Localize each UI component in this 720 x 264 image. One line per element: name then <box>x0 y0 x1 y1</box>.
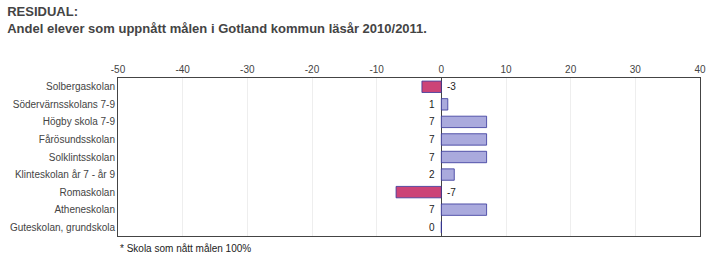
svg-text:RESIDUAL:Andel elever som uppn: RESIDUAL:Andel elever som uppnått målen … <box>7 4 427 36</box>
svg-text:Romaskolan: Romaskolan <box>59 187 115 198</box>
svg-text:Södervärnsskolans 7-9: Södervärnsskolans 7-9 <box>13 99 116 110</box>
svg-text:* Skola som nått målen 100%: * Skola som nått målen 100% <box>120 243 251 254</box>
svg-text:-40: -40 <box>175 64 190 75</box>
svg-text:0: 0 <box>429 222 435 233</box>
svg-text:-7: -7 <box>447 187 456 198</box>
svg-text:10: 10 <box>500 64 512 75</box>
svg-text:Atheneskolan: Atheneskolan <box>54 204 115 215</box>
svg-text:40: 40 <box>694 64 706 75</box>
svg-text:Guteskolan, grundskola: Guteskolan, grundskola <box>10 222 116 233</box>
svg-text:-50: -50 <box>111 64 126 75</box>
svg-text:Klinteskolan år 7 - år 9: Klinteskolan år 7 - år 9 <box>15 169 115 180</box>
svg-text:-3: -3 <box>447 81 456 92</box>
svg-text:2: 2 <box>429 169 435 180</box>
svg-text:7: 7 <box>429 152 435 163</box>
svg-text:0: 0 <box>439 64 445 75</box>
svg-text:1: 1 <box>429 99 435 110</box>
svg-text:-10: -10 <box>369 64 384 75</box>
svg-text:7: 7 <box>429 204 435 215</box>
svg-text:7: 7 <box>429 116 435 127</box>
svg-text:Solklintsskolan: Solklintsskolan <box>49 152 115 163</box>
svg-text:-30: -30 <box>240 64 255 75</box>
svg-text:Solbergaskolan: Solbergaskolan <box>46 81 115 92</box>
svg-text:20: 20 <box>565 64 577 75</box>
svg-text:30: 30 <box>630 64 642 75</box>
svg-text:-20: -20 <box>305 64 320 75</box>
svg-text:Högby skola 7-9: Högby skola 7-9 <box>43 116 116 127</box>
svg-text:Fårösundsskolan: Fårösundsskolan <box>39 134 115 145</box>
svg-text:7: 7 <box>429 134 435 145</box>
